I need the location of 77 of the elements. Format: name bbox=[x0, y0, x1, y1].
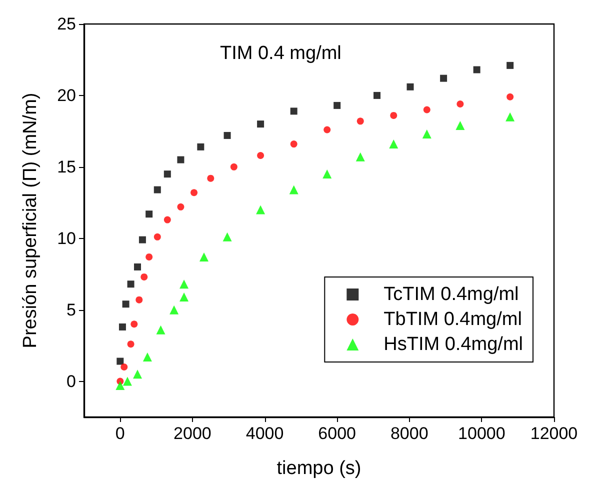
x-tick-label: 2000 bbox=[174, 424, 212, 443]
annotation: TIM 0.4 mg/ml bbox=[220, 43, 342, 64]
point bbox=[177, 156, 184, 164]
point bbox=[199, 252, 208, 262]
point bbox=[164, 216, 171, 224]
y-tick-label: 25 bbox=[57, 14, 76, 34]
point bbox=[290, 108, 298, 115]
point bbox=[180, 292, 189, 302]
point bbox=[423, 106, 430, 114]
point bbox=[289, 185, 298, 194]
point bbox=[154, 233, 161, 240]
x-tick-label: 12000 bbox=[530, 424, 578, 443]
point bbox=[120, 363, 128, 370]
point bbox=[356, 152, 365, 162]
point bbox=[136, 296, 143, 304]
point bbox=[190, 189, 198, 196]
point bbox=[224, 132, 231, 139]
point bbox=[257, 152, 264, 159]
y-tick-label: 15 bbox=[57, 157, 76, 176]
point bbox=[506, 62, 514, 69]
point bbox=[373, 92, 380, 99]
point bbox=[140, 273, 148, 280]
legend-label: TbTIM 0.4mg/ml bbox=[384, 309, 522, 330]
point bbox=[334, 102, 341, 109]
point bbox=[154, 186, 161, 194]
point bbox=[130, 320, 138, 328]
x-tick-label: 8000 bbox=[390, 424, 428, 443]
point bbox=[324, 126, 331, 134]
point bbox=[207, 174, 214, 182]
point bbox=[440, 74, 448, 82]
point bbox=[127, 340, 134, 348]
point bbox=[156, 325, 166, 334]
point bbox=[122, 376, 132, 386]
point bbox=[118, 323, 126, 330]
point bbox=[164, 170, 171, 178]
point bbox=[222, 232, 232, 242]
point bbox=[142, 352, 152, 362]
x-tick-label: 10000 bbox=[458, 424, 506, 443]
point bbox=[422, 130, 432, 139]
point bbox=[122, 300, 130, 308]
point bbox=[506, 93, 514, 100]
x-axis-title: tiempo (s) bbox=[276, 458, 362, 479]
point bbox=[322, 170, 332, 179]
point bbox=[170, 305, 179, 314]
x-tick-label: 4000 bbox=[246, 424, 284, 443]
point bbox=[473, 66, 480, 74]
point bbox=[134, 263, 142, 270]
point bbox=[146, 210, 153, 218]
y-tick-label: 10 bbox=[57, 228, 76, 248]
point bbox=[177, 203, 184, 210]
x-tick-label: 0 bbox=[115, 424, 125, 443]
y-tick-label: 0 bbox=[66, 372, 76, 391]
point bbox=[406, 83, 414, 90]
point bbox=[290, 140, 298, 148]
point bbox=[456, 100, 464, 108]
point bbox=[390, 112, 398, 119]
point bbox=[197, 143, 204, 150]
point bbox=[389, 140, 398, 149]
point bbox=[256, 205, 266, 214]
point bbox=[127, 280, 134, 288]
y-tick-label: 5 bbox=[66, 300, 76, 320]
point bbox=[180, 280, 189, 289]
point bbox=[456, 120, 465, 130]
point bbox=[116, 381, 125, 390]
legend-label: TcTIM 0.4mg/ml bbox=[384, 284, 519, 305]
point bbox=[230, 163, 238, 170]
point bbox=[133, 370, 142, 379]
x-tick-label: 6000 bbox=[318, 424, 356, 443]
point bbox=[506, 112, 515, 122]
point bbox=[116, 358, 124, 365]
point bbox=[146, 253, 153, 260]
y-tick-label: 20 bbox=[57, 86, 76, 105]
point bbox=[356, 118, 364, 125]
point bbox=[138, 236, 146, 244]
legend-label: HsTIM 0.4mg/ml bbox=[384, 334, 524, 355]
point bbox=[257, 120, 264, 128]
y-axis-title: Presión superficial (Π) (mN/m) bbox=[20, 92, 41, 348]
